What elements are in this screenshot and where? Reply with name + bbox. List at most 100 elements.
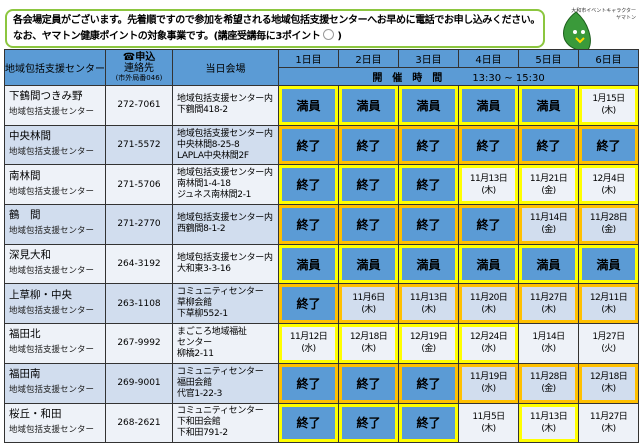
day-2-cell: 11月6日 (木) — [338, 283, 399, 325]
day-5-cell: 11月27日 (木) — [518, 283, 579, 325]
venue-line: 代官1-22-3 — [177, 388, 222, 399]
day-1-cell: 満員 — [278, 85, 339, 126]
header-day-5: 5日目 — [518, 49, 579, 68]
venue-line: 地域包括支援センター内 — [177, 168, 273, 179]
venue-line: LAPLA中央林間2F — [177, 150, 249, 161]
day-4-cell: 11月20日 (木) — [458, 283, 519, 325]
venue-line: 柳橋2-11 — [177, 348, 214, 359]
center-name: 鶴 間 — [9, 209, 41, 222]
center-cell: 南林間 地域包括支援センター — [4, 164, 106, 206]
venue-line: コミュニティセンター — [177, 406, 264, 417]
status-full: 満員 — [462, 247, 515, 281]
status-ended: 終了 — [342, 208, 395, 241]
venue-cell: 地域包括支援センター内 南林間1-4-18 ジュネス南林間2-1 — [172, 164, 279, 206]
table-row: 深見大和 地域包括支援センター 264-3192 地域包括支援センター内 大和東3-3-… — [4, 243, 639, 285]
session-date: 12月4日 (木) — [582, 168, 635, 202]
day-4-cell: 11月5日 (木) — [458, 402, 519, 443]
table-row: 下鶴間つきみ野 地域包括支援センター 272-7061 地域包括支援センター内 下鶴間4… — [4, 85, 639, 126]
venue-line: 地域包括支援センター内 — [177, 253, 273, 264]
venue-line: コミュニティセンター — [177, 287, 264, 298]
day-5-cell: 11月21日 (金) — [518, 164, 579, 206]
session-date: 11月27日 (木) — [522, 287, 575, 321]
center-sub: 地域包括支援センター — [9, 385, 95, 396]
day-2-cell: 12月18日 (木) — [338, 323, 399, 364]
day-6-cell: 11月28日 (金) — [578, 204, 639, 245]
status-ended: 終了 — [342, 366, 395, 400]
center-cell: 上草柳・中央 地域包括支援センター — [4, 283, 106, 325]
center-name: 中央林間 — [9, 130, 51, 143]
status-full: 満員 — [522, 247, 575, 281]
session-date: 11月21日 (金) — [522, 168, 575, 202]
center-name: 桜丘・和田 — [9, 407, 62, 420]
center-cell: 鶴 間地域包括支援センター — [4, 204, 106, 245]
mascot-caption-2: ヤマトン — [615, 15, 636, 21]
day-2-cell: 終了 — [338, 362, 399, 404]
day-6-cell: 1月15日 (木) — [578, 85, 639, 126]
venue-line: ジュネス南林間2-1 — [177, 190, 252, 201]
center-cell: 福田北 地域包括支援センター — [4, 323, 106, 364]
session-date: 1月14日 (水) — [522, 327, 575, 360]
session-date: 12月11日 (木) — [582, 287, 635, 321]
day-3-cell: 終了 — [398, 362, 459, 404]
venue-line: 下和田会館 — [177, 417, 221, 428]
status-full: 満員 — [402, 247, 455, 281]
day-2-cell: 終了 — [338, 164, 399, 206]
day-5-cell: 11月14日 (金) — [518, 204, 579, 245]
venue-cell: 地域包括支援センター内 中央林間8-25-8 LAPLA中央林間2F — [172, 124, 279, 166]
venue-line: 下和田791-2 — [177, 428, 228, 439]
day-2-cell: 終了 — [338, 204, 399, 245]
day-6-cell: 満員 — [578, 243, 639, 285]
day-3-cell: 終了 — [398, 124, 459, 166]
center-cell: 福田南地域包括支援センター — [4, 362, 106, 404]
session-date: 11月28日 (金) — [522, 366, 575, 400]
venue-line: 西鶴間8-1-2 — [177, 224, 226, 235]
venue-line: コミュニティセンター — [177, 366, 264, 377]
day-4-cell: 満員 — [458, 243, 519, 285]
status-ended: 終了 — [462, 208, 515, 241]
day-1-cell: 終了 — [278, 124, 339, 166]
venue-line: 中央林間8-25-8 — [177, 139, 240, 150]
center-name: 福田南 — [9, 368, 41, 381]
center-sub: 地域包括支援センター — [9, 266, 95, 277]
venue-line: 地域包括支援センター内 — [177, 128, 273, 139]
status-ended: 終了 — [462, 128, 515, 162]
day-3-cell: 満員 — [398, 85, 459, 126]
day-1-cell: 11月12日 (水) — [278, 323, 339, 364]
day-2-cell: 満員 — [338, 243, 399, 285]
mascot-yamaton: 大和市イベントキャラクター ヤマトン — [548, 2, 640, 50]
session-date: 12月18日 (木) — [582, 366, 635, 400]
status-ended: 終了 — [342, 406, 395, 440]
point-icon — [323, 29, 335, 40]
day-6-cell: 12月11日 (木) — [578, 283, 639, 325]
center-sub: 地域包括支援センター — [9, 305, 95, 316]
session-date: 1月27日 (火) — [582, 327, 635, 360]
contact-line-1: ☎申込 — [122, 52, 156, 63]
day-4-cell: 11月19日 (水) — [458, 362, 519, 404]
day-2-cell: 終了 — [338, 124, 399, 166]
phone-number: 267-9992 — [105, 323, 173, 364]
table-row: 上草柳・中央 地域包括支援センター 263-1108 コミュニティセンター 草柳会館 下草… — [4, 283, 639, 325]
session-date: 11月14日 (金) — [522, 208, 575, 241]
status-full: 満員 — [462, 89, 515, 122]
phone-number: 271-5706 — [105, 164, 173, 206]
phone-number: 269-9001 — [105, 362, 173, 404]
center-name: 南林間 — [9, 169, 41, 182]
notice-line-2: なお、ヤマトン健康ポイントの対象事業です。(講座受講毎に3ポイント — [13, 31, 321, 42]
phone-number: 271-2770 — [105, 204, 173, 245]
status-ended: 終了 — [402, 128, 455, 162]
status-ended: 終了 — [402, 168, 455, 202]
venue-cell: 地域包括支援センター内 大和東3-3-16 — [172, 243, 279, 285]
session-date: 11月6日 (木) — [342, 287, 395, 321]
venue-cell: コミュニティセンター 下和田会館 下和田791-2 — [172, 402, 279, 443]
session-date: 11月27日 (木) — [582, 406, 635, 440]
center-cell: 桜丘・和田 地域包括支援センター — [4, 402, 106, 443]
header-day-6: 6日目 — [578, 49, 639, 68]
center-sub: 地域包括支援センター — [9, 107, 95, 118]
time-value: 13:30 ~ 15:30 — [472, 73, 545, 84]
session-date: 12月19日 (金) — [402, 327, 455, 360]
session-date: 11月5日 (木) — [462, 406, 515, 440]
status-full: 満員 — [282, 89, 335, 122]
status-ended: 終了 — [342, 128, 395, 162]
session-date: 11月13日 (木) — [522, 406, 575, 440]
mascot-icon — [563, 11, 591, 50]
